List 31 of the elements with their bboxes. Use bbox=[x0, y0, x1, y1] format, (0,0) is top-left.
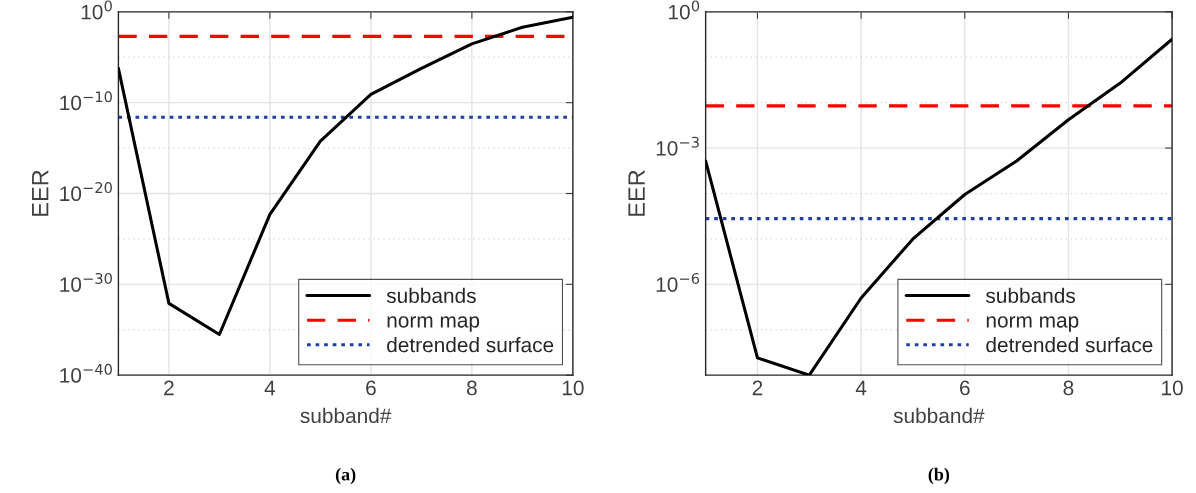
y-axis-title: EER bbox=[32, 170, 49, 216]
x-axis-title: subband# bbox=[893, 407, 985, 424]
y-tick-label: 10$^{0}$ bbox=[81, 0, 112, 20]
legend-label: norm map bbox=[986, 316, 1079, 332]
y-tick-label: 10$^{−3}$ bbox=[656, 136, 699, 156]
x-tick-label: 10 bbox=[1162, 380, 1183, 396]
x-tick-label: 2 bbox=[752, 380, 763, 396]
text: (b) bbox=[928, 467, 950, 485]
y-axis-title: EER bbox=[628, 170, 645, 216]
x-tick-label: 4 bbox=[855, 380, 867, 396]
x-axis-title: subband# bbox=[300, 407, 392, 424]
x-tick-label: 6 bbox=[366, 380, 376, 396]
y-tick-label: 10$^{0}$ bbox=[669, 0, 700, 20]
x-tick-label: 2 bbox=[164, 380, 174, 396]
y-tick-label: 10$^{−40}$ bbox=[60, 363, 112, 383]
legend-label: norm map bbox=[387, 316, 480, 332]
y-tick-label: 10$^{−30}$ bbox=[60, 272, 112, 292]
legend-label: subbands bbox=[985, 287, 1076, 304]
legend-label: subbands bbox=[386, 287, 476, 304]
x-tick-label: 6 bbox=[960, 380, 970, 396]
x-tick-label: 10 bbox=[562, 380, 584, 396]
text: (a) bbox=[335, 467, 356, 485]
x-tick-label: 8 bbox=[1063, 380, 1074, 396]
line-series bbox=[118, 15, 573, 337]
x-tick-label: 8 bbox=[467, 380, 477, 396]
y-tick-label: 10$^{−6}$ bbox=[656, 272, 700, 292]
legend-label: detrended surface bbox=[387, 337, 554, 353]
x-tick-label: 4 bbox=[264, 380, 276, 396]
legend-label: detrended surface bbox=[986, 337, 1153, 353]
y-tick-label: 10$^{−20}$ bbox=[60, 182, 112, 202]
y-tick-label: 10$^{−10}$ bbox=[60, 91, 112, 111]
